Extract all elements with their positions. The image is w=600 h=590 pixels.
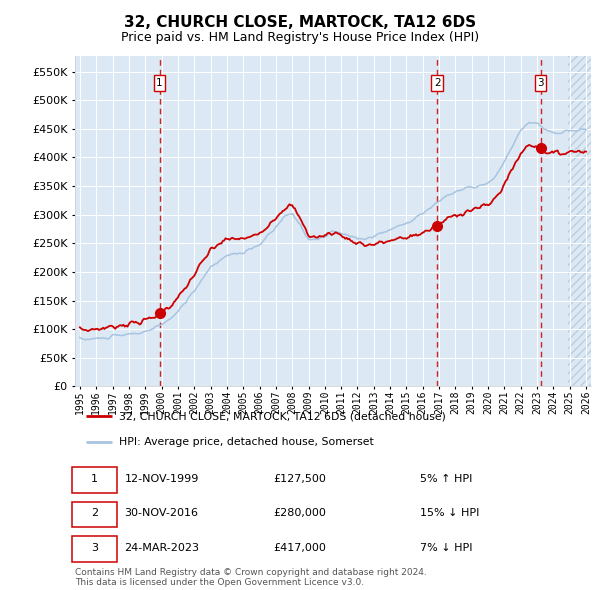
- Text: £280,000: £280,000: [274, 509, 326, 518]
- FancyBboxPatch shape: [73, 502, 117, 527]
- Text: Contains HM Land Registry data © Crown copyright and database right 2024.
This d: Contains HM Land Registry data © Crown c…: [75, 568, 427, 587]
- Text: 2: 2: [91, 509, 98, 518]
- FancyBboxPatch shape: [73, 467, 117, 493]
- Text: £417,000: £417,000: [274, 543, 326, 552]
- Text: 12-NOV-1999: 12-NOV-1999: [125, 474, 199, 484]
- Text: Price paid vs. HM Land Registry's House Price Index (HPI): Price paid vs. HM Land Registry's House …: [121, 31, 479, 44]
- Text: 30-NOV-2016: 30-NOV-2016: [125, 509, 199, 518]
- Text: 1: 1: [91, 474, 98, 484]
- Text: £127,500: £127,500: [274, 474, 326, 484]
- Text: 3: 3: [91, 543, 98, 552]
- Text: 7% ↓ HPI: 7% ↓ HPI: [419, 543, 472, 552]
- Text: 2: 2: [434, 78, 440, 88]
- Text: HPI: Average price, detached house, Somerset: HPI: Average price, detached house, Some…: [119, 437, 374, 447]
- Text: 15% ↓ HPI: 15% ↓ HPI: [419, 509, 479, 518]
- Text: 3: 3: [537, 78, 544, 88]
- FancyBboxPatch shape: [73, 536, 117, 562]
- Text: 5% ↑ HPI: 5% ↑ HPI: [419, 474, 472, 484]
- Text: 32, CHURCH CLOSE, MARTOCK, TA12 6DS: 32, CHURCH CLOSE, MARTOCK, TA12 6DS: [124, 15, 476, 30]
- Text: 32, CHURCH CLOSE, MARTOCK, TA12 6DS (detached house): 32, CHURCH CLOSE, MARTOCK, TA12 6DS (det…: [119, 411, 446, 421]
- Bar: [568, 56, 599, 386]
- Text: 1: 1: [156, 78, 163, 88]
- Text: 24-MAR-2023: 24-MAR-2023: [125, 543, 200, 552]
- Bar: [568, 56, 599, 386]
